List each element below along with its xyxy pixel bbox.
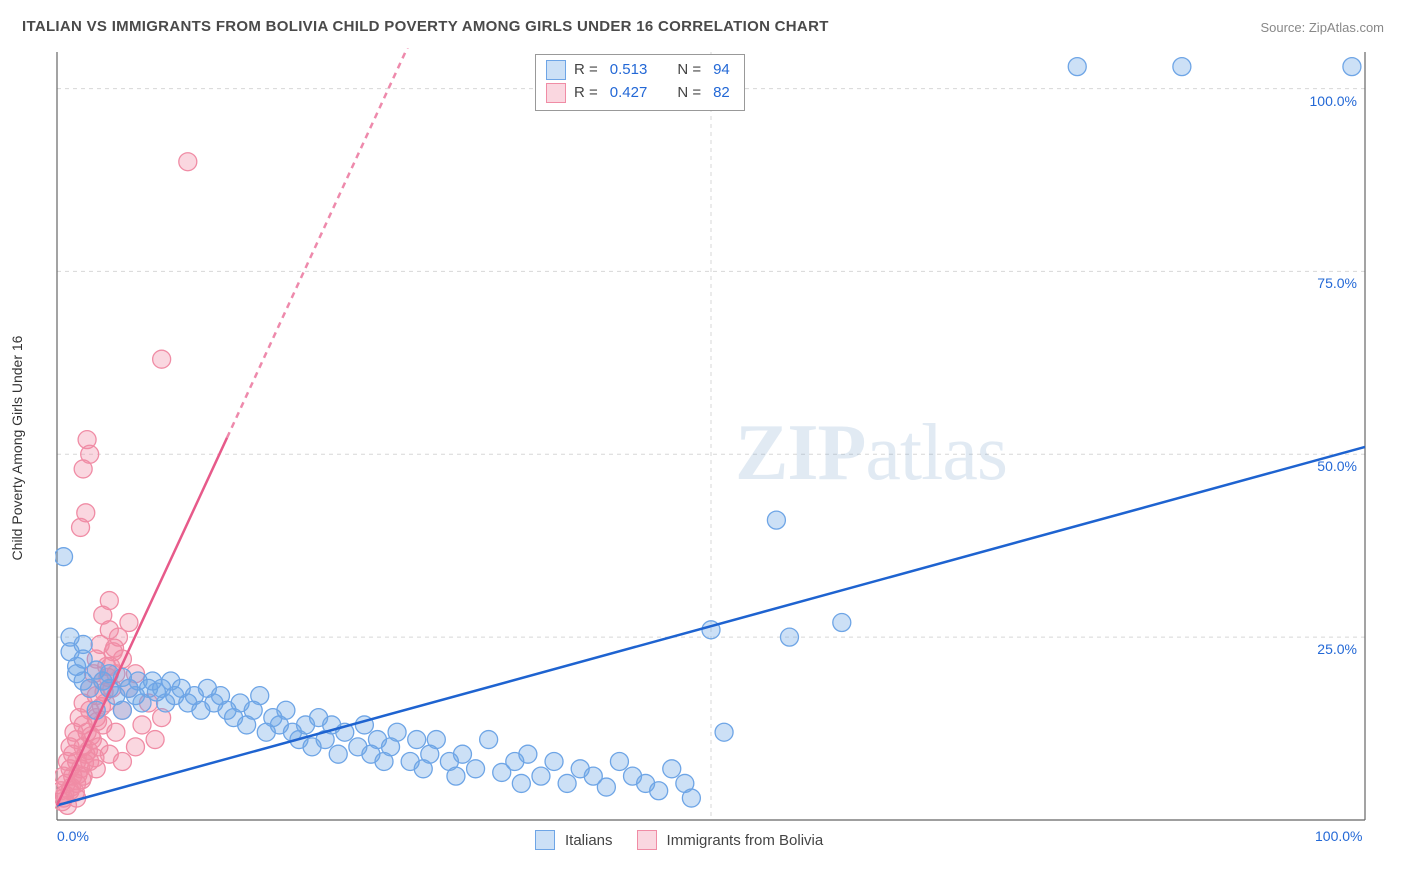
scatter-plot [55,48,1385,848]
y-axis-label: Child Poverty Among Girls Under 16 [9,336,25,561]
chart-title: ITALIAN VS IMMIGRANTS FROM BOLIVIA CHILD… [22,18,829,35]
stat-r-label: R = [574,59,598,82]
legend-label: Italians [565,832,613,849]
stat-r-label: R = [574,82,598,105]
series-swatch [546,60,566,80]
stats-row: R = 0.513 N = 94 [546,59,734,82]
legend-label: Immigrants from Bolivia [667,832,824,849]
stat-n-value: 94 [713,59,730,82]
y-tick-label: 75.0% [1317,275,1357,291]
y-tick-label: 25.0% [1317,641,1357,657]
x-tick-label: 0.0% [57,828,89,844]
stats-row: R = 0.427 N = 82 [546,82,734,105]
stat-n-value: 82 [713,82,730,105]
chart-area: Child Poverty Among Girls Under 16 ZIPat… [55,48,1385,848]
stat-n-label: N = [677,59,701,82]
source-attribution: Source: ZipAtlas.com [1260,20,1384,35]
legend-swatch [535,830,555,850]
legend-swatch [637,830,657,850]
y-tick-label: 100.0% [1310,93,1357,109]
series-swatch [546,83,566,103]
legend-bottom: Italians Immigrants from Bolivia [535,830,837,850]
y-tick-label: 50.0% [1317,458,1357,474]
x-tick-label: 100.0% [1315,828,1362,844]
stats-box: R = 0.513 N = 94 R = 0.427 N = 82 [535,54,745,111]
stat-r-value: 0.427 [610,82,648,105]
stat-r-value: 0.513 [610,59,648,82]
stat-n-label: N = [677,82,701,105]
